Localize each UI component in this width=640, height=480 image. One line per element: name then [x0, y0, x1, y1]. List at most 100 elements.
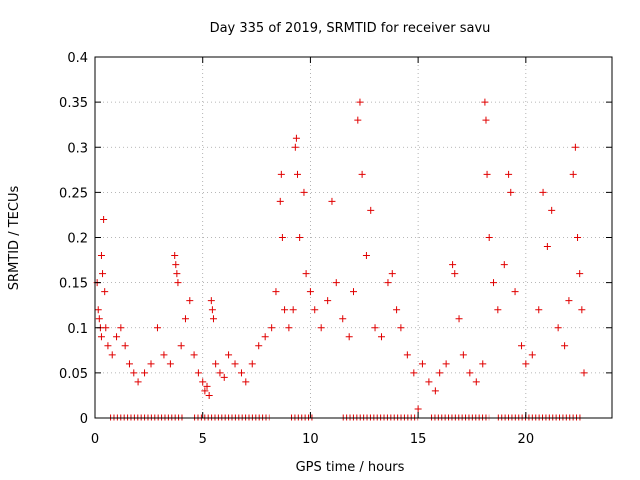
data-point: [281, 306, 289, 314]
data-point: [436, 369, 444, 377]
data-point: [317, 324, 325, 332]
data-point: [306, 288, 314, 296]
data-point: [518, 342, 526, 350]
data-point: [141, 369, 149, 377]
data-point: [289, 306, 297, 314]
data-point: [95, 315, 103, 323]
data-point: [302, 270, 310, 278]
x-tick-label: 10: [302, 432, 319, 447]
data-point: [174, 279, 182, 287]
data-point: [548, 206, 556, 214]
data-point: [565, 297, 573, 305]
data-point: [134, 378, 142, 386]
data-point: [324, 297, 332, 305]
data-point: [561, 342, 569, 350]
y-tick-label: 0.05: [59, 367, 88, 382]
data-point: [451, 270, 459, 278]
data-point: [285, 324, 293, 332]
y-tick-label: 0.3: [67, 141, 88, 156]
data-point: [99, 270, 107, 278]
data-point: [378, 333, 386, 341]
data-point: [205, 391, 213, 399]
grid-lines: [95, 57, 612, 418]
data-point: [97, 252, 105, 260]
data-point: [522, 360, 530, 368]
data-point: [212, 360, 220, 368]
data-point: [393, 306, 401, 314]
data-point: [345, 333, 353, 341]
data-point: [296, 234, 304, 241]
data-point: [442, 360, 450, 368]
data-point: [328, 197, 336, 205]
data-point: [539, 188, 547, 196]
chart-title: Day 335 of 2019, SRMTID for receiver sav…: [210, 21, 491, 36]
data-point: [108, 351, 116, 359]
data-point: [569, 170, 577, 178]
x-tick-label: 20: [518, 432, 535, 447]
data-point: [147, 360, 155, 368]
data-point: [490, 279, 498, 287]
data-point: [237, 369, 245, 377]
data-point: [190, 351, 198, 359]
data-point: [216, 369, 224, 377]
data-point: [100, 215, 108, 223]
data-point: [255, 342, 263, 350]
data-point: [220, 373, 228, 381]
data-point: [113, 333, 121, 341]
data-point: [459, 351, 467, 359]
data-point: [104, 342, 112, 350]
data-point: [276, 197, 284, 205]
data-point: [291, 143, 299, 151]
data-point: [102, 324, 110, 332]
data-point: [507, 188, 515, 196]
data-point: [384, 279, 392, 287]
data-point: [485, 234, 493, 241]
data-point: [472, 378, 480, 386]
data-point: [242, 378, 250, 386]
data-point: [362, 252, 370, 260]
data-point: [535, 306, 543, 314]
data-point: [293, 170, 301, 178]
data-point: [177, 342, 185, 350]
y-axis-label: SRMTID / TECUs: [7, 186, 22, 291]
data-point: [543, 243, 551, 251]
data-point: [332, 279, 340, 287]
data-point: [479, 360, 487, 368]
data-point: [574, 234, 582, 241]
data-point: [130, 369, 138, 377]
data-point: [171, 252, 179, 260]
data-point: [403, 351, 411, 359]
data-point: [209, 315, 217, 323]
data-point: [580, 369, 588, 377]
data-point: [125, 360, 133, 368]
x-axis-label: GPS time / hours: [296, 460, 405, 475]
data-point: [160, 351, 168, 359]
data-point: [117, 324, 125, 332]
data-point: [172, 261, 180, 269]
data-point: [292, 134, 300, 142]
data-point: [431, 387, 439, 395]
data-points: [93, 98, 588, 413]
data-point: [354, 116, 362, 124]
data-point: [449, 261, 457, 269]
data-point: [505, 170, 513, 178]
data-point: [181, 315, 189, 323]
data-point: [225, 351, 233, 359]
data-point: [231, 360, 239, 368]
data-point: [203, 382, 211, 390]
x-tick-label: 0: [91, 432, 99, 447]
data-point: [418, 360, 426, 368]
data-point: [576, 270, 584, 278]
data-point: [388, 270, 396, 278]
data-point: [414, 405, 422, 413]
data-point: [481, 98, 489, 106]
data-point: [578, 306, 586, 314]
data-point: [528, 351, 536, 359]
data-point: [101, 288, 109, 296]
data-point: [367, 206, 375, 214]
data-point: [482, 116, 490, 124]
y-tick-label: 0.2: [67, 232, 88, 247]
data-point: [121, 342, 129, 350]
data-point: [199, 378, 207, 386]
